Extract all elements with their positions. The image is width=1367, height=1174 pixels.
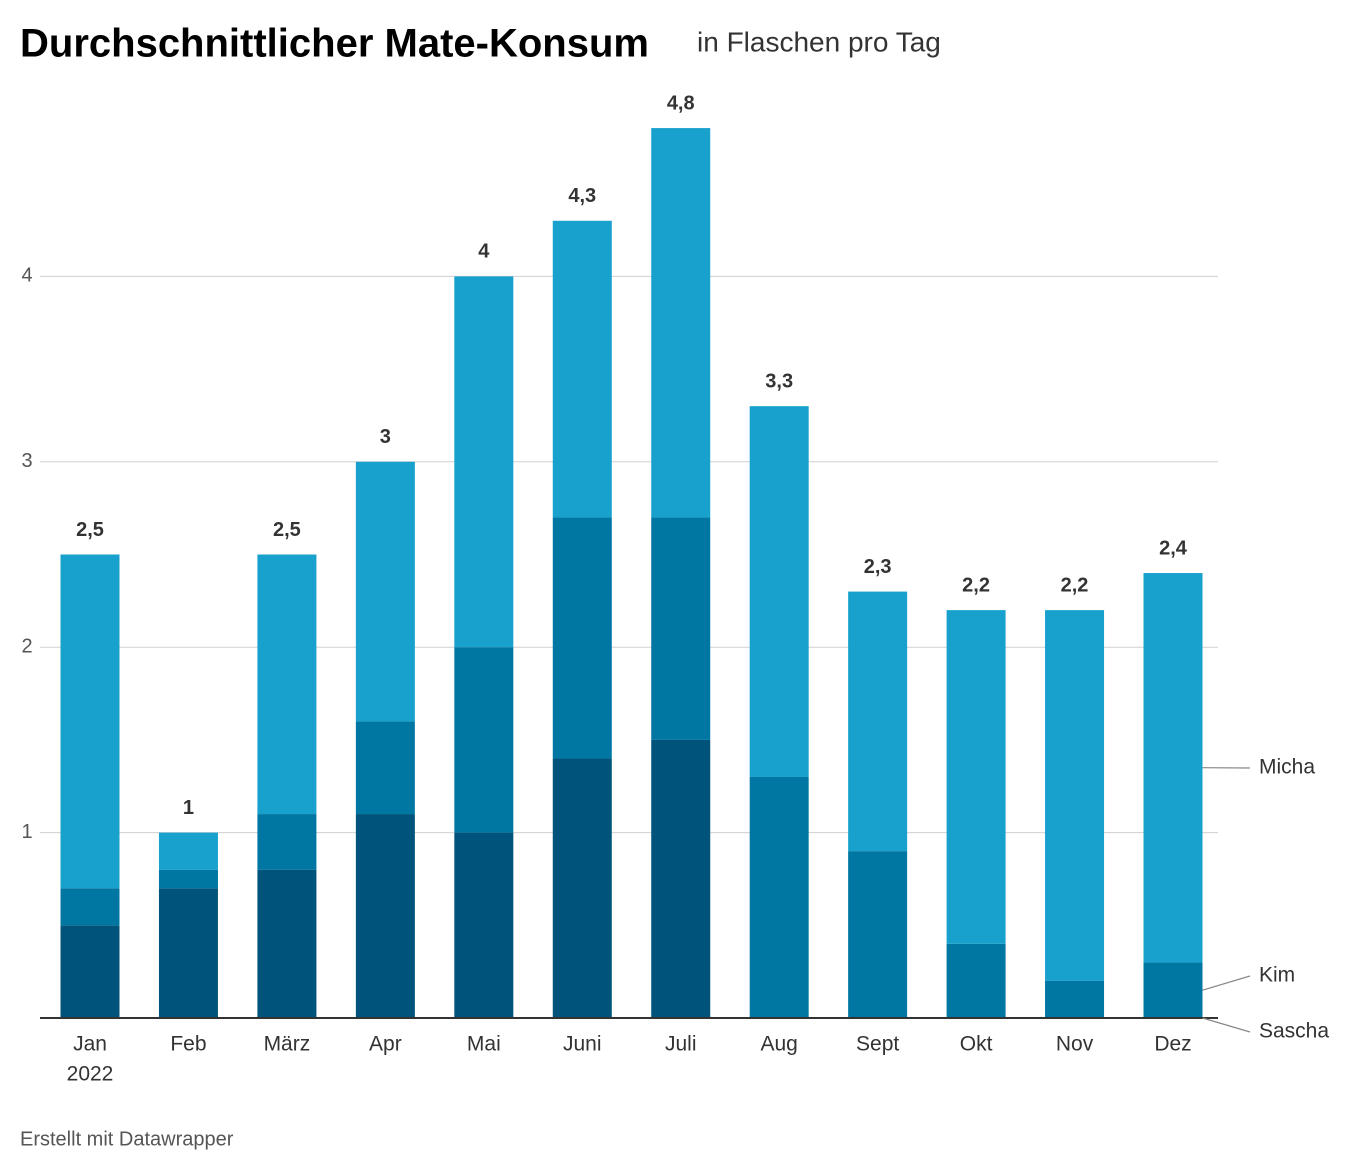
total-label: 3,3 bbox=[765, 370, 793, 392]
bar-segment bbox=[158, 869, 218, 889]
bar-segment bbox=[848, 851, 908, 1018]
total-label: 4,8 bbox=[667, 92, 695, 114]
bar-segment bbox=[158, 832, 218, 870]
y-tick-label: 1 bbox=[21, 821, 32, 843]
x-tick-label: Apr bbox=[369, 1033, 402, 1056]
bar-segment bbox=[946, 943, 1006, 1018]
total-label: 2,2 bbox=[962, 574, 990, 596]
bar-segment bbox=[158, 888, 218, 1018]
legend-connector bbox=[1202, 1017, 1251, 1033]
x-tick-label: Dez bbox=[1154, 1033, 1191, 1056]
bar-segment bbox=[651, 739, 711, 1018]
bar-segment bbox=[946, 610, 1006, 944]
x-tick-label: Nov bbox=[1056, 1033, 1094, 1056]
bar-segment bbox=[1143, 962, 1203, 1018]
bar-segment bbox=[552, 758, 612, 1018]
bar-segment bbox=[257, 814, 317, 870]
bar-segment bbox=[60, 888, 120, 926]
total-label: 1 bbox=[183, 797, 194, 819]
bar-segment bbox=[355, 461, 415, 722]
total-label: 2,2 bbox=[1061, 574, 1089, 596]
total-label: 2,4 bbox=[1159, 537, 1188, 559]
x-tick-label: Jan bbox=[73, 1033, 107, 1056]
bar-segment bbox=[749, 776, 809, 1018]
x-tick-label: Mai bbox=[467, 1033, 501, 1056]
x-tick-label: März bbox=[264, 1033, 311, 1056]
bar-segment bbox=[749, 406, 809, 777]
chart-subtitle: in Flaschen pro Tag bbox=[697, 26, 941, 57]
bar-segment bbox=[355, 721, 415, 815]
bar-segment bbox=[651, 128, 711, 518]
chart-title: Durchschnittlicher Mate-Konsum bbox=[20, 22, 649, 66]
bar-segment bbox=[1045, 610, 1105, 981]
bar-segment bbox=[552, 517, 612, 759]
x-tick-label: Aug bbox=[760, 1033, 797, 1056]
bar-segment bbox=[1143, 573, 1203, 963]
bar-segment bbox=[454, 276, 514, 648]
total-label: 3 bbox=[380, 426, 391, 448]
bar-segment bbox=[454, 832, 514, 1018]
y-tick-label: 2 bbox=[21, 635, 32, 657]
bar-segment bbox=[60, 554, 120, 889]
bar-segment bbox=[60, 925, 120, 1018]
total-label: 4 bbox=[478, 241, 490, 263]
bar-segment bbox=[552, 220, 612, 518]
x-tick-sublabel: 2022 bbox=[67, 1063, 114, 1086]
bar-segment bbox=[355, 814, 415, 1018]
bar-segment bbox=[1045, 980, 1105, 1018]
x-tick-label: Sept bbox=[856, 1033, 899, 1056]
legend-connector bbox=[1202, 975, 1251, 991]
legend-label: Sascha bbox=[1259, 1020, 1329, 1043]
bar-segment bbox=[848, 591, 908, 852]
x-tick-label: Juni bbox=[563, 1033, 602, 1056]
bar-segment bbox=[257, 869, 317, 1018]
x-tick-label: Juli bbox=[665, 1033, 697, 1056]
total-label: 2,5 bbox=[76, 519, 104, 541]
bar-segment bbox=[454, 647, 514, 833]
legend-label: Micha bbox=[1259, 756, 1315, 779]
y-tick-label: 3 bbox=[21, 450, 32, 472]
y-tick-label: 4 bbox=[21, 265, 32, 287]
x-tick-label: Feb bbox=[170, 1033, 206, 1056]
footer: Erstellt mit Datawrapper bbox=[20, 1128, 234, 1150]
bar-segment bbox=[257, 554, 317, 815]
legend-label: Kim bbox=[1259, 964, 1295, 987]
x-tick-label: Okt bbox=[960, 1033, 993, 1056]
bar-segment bbox=[651, 517, 711, 740]
total-label: 2,5 bbox=[273, 519, 301, 541]
total-label: 2,3 bbox=[864, 556, 892, 578]
total-label: 4,3 bbox=[568, 185, 596, 207]
